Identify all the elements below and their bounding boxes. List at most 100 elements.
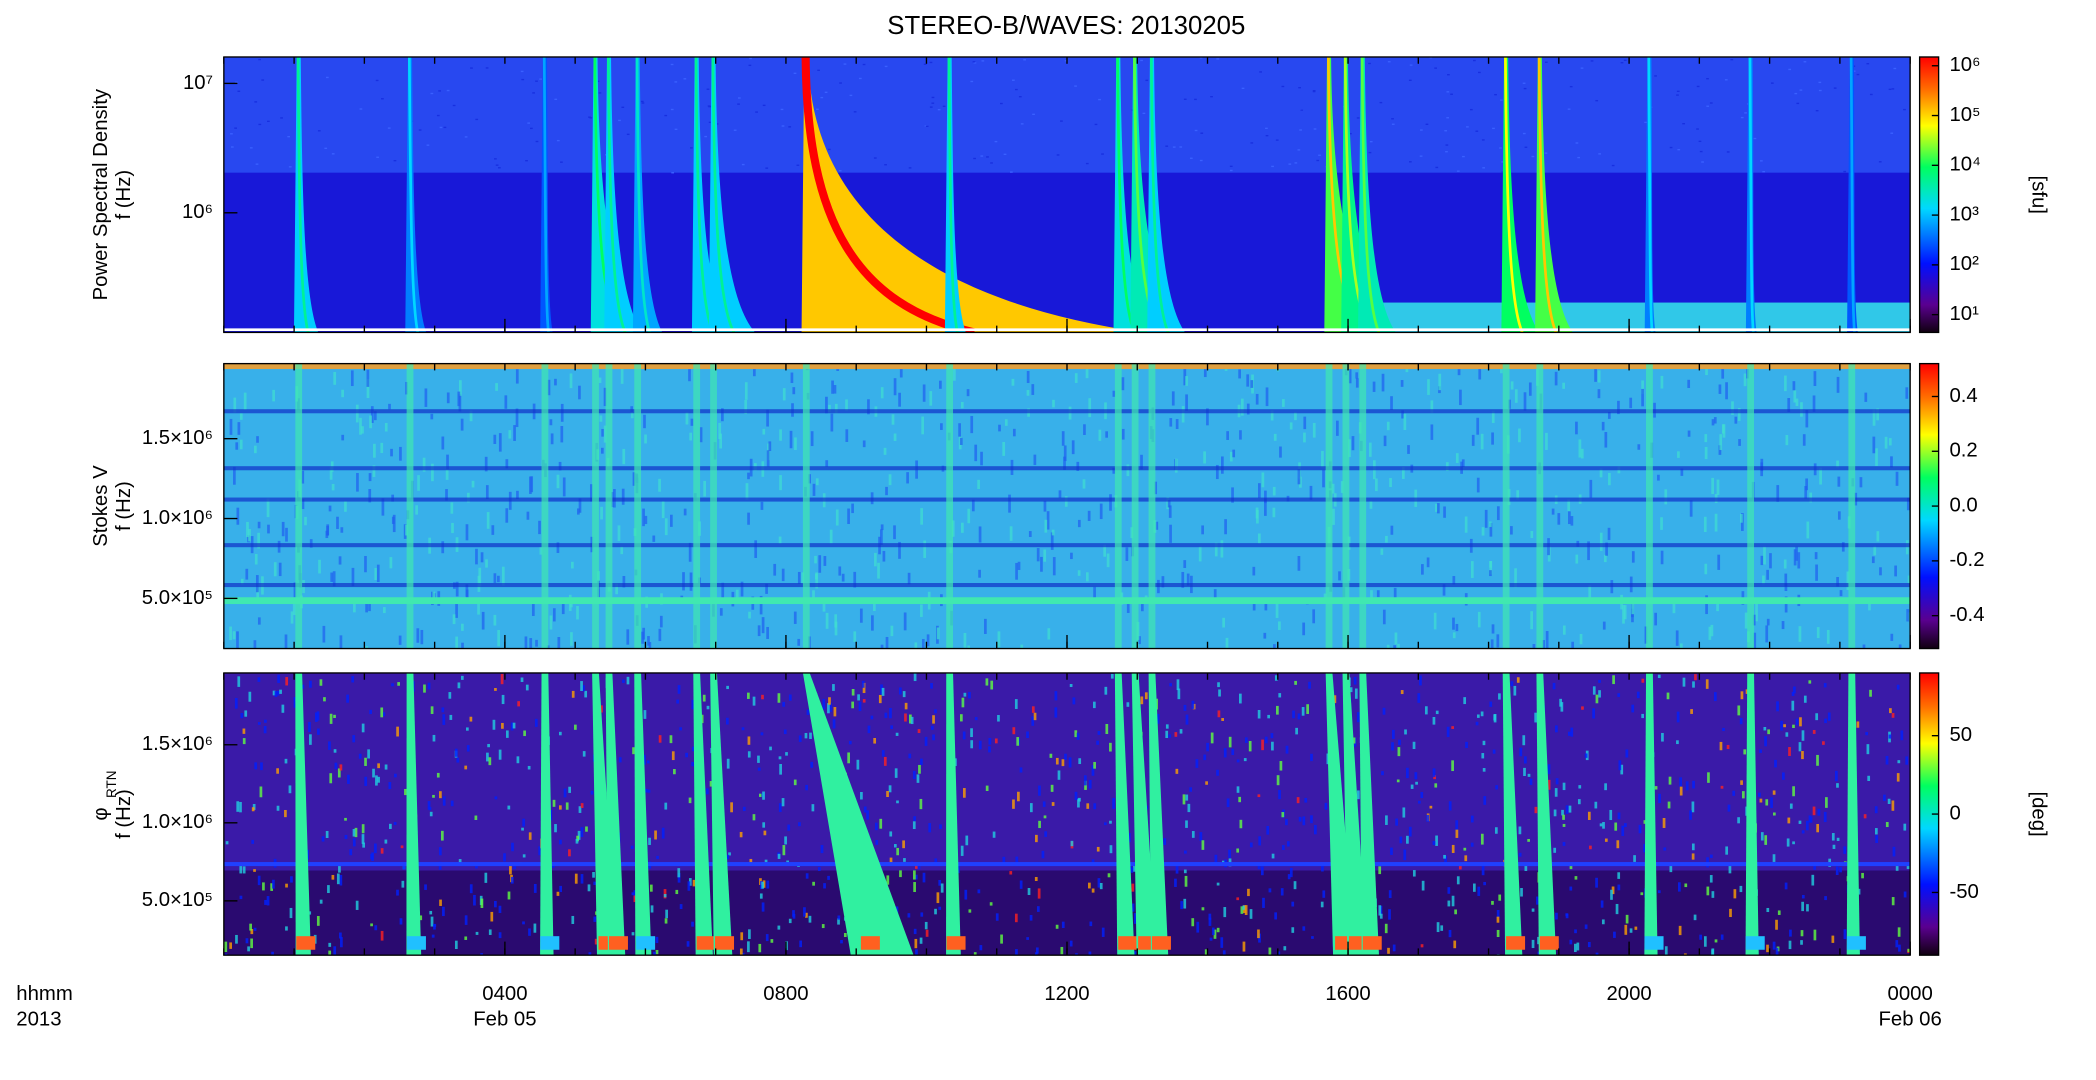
noise — [978, 569, 981, 578]
noise — [574, 724, 577, 730]
noise — [455, 636, 459, 649]
noise — [1200, 132, 1204, 134]
noise — [1638, 824, 1642, 834]
noise — [1110, 673, 1114, 679]
noise — [1891, 88, 1895, 90]
noise — [1255, 507, 1259, 519]
noise — [1169, 418, 1173, 427]
noise — [1863, 814, 1867, 819]
noise — [960, 401, 964, 409]
noise — [1077, 570, 1081, 576]
noise — [759, 893, 763, 899]
noise — [237, 422, 241, 435]
noise — [1489, 570, 1492, 577]
noise — [1091, 888, 1095, 893]
noise — [1687, 379, 1691, 388]
noise — [1570, 727, 1574, 737]
noise — [494, 901, 497, 908]
noise — [677, 685, 681, 694]
noise — [1636, 691, 1640, 699]
noise — [475, 548, 478, 565]
noise — [1259, 71, 1262, 73]
noise — [1576, 942, 1580, 951]
noise — [1353, 676, 1357, 685]
noise — [1183, 898, 1187, 909]
noise — [1088, 398, 1092, 418]
noise — [851, 689, 855, 696]
noise — [1553, 809, 1557, 817]
noise — [801, 572, 805, 585]
noise — [589, 484, 593, 502]
noise — [1809, 816, 1813, 823]
noise — [486, 752, 489, 762]
noise — [229, 626, 232, 641]
noise — [532, 92, 535, 94]
noise — [1381, 771, 1384, 776]
noise — [676, 699, 680, 704]
noise — [1891, 713, 1895, 718]
noise — [1451, 760, 1454, 772]
noise — [1599, 468, 1603, 478]
noise — [1711, 891, 1715, 898]
noise — [236, 801, 240, 812]
noise — [1019, 767, 1023, 773]
noise — [358, 753, 362, 759]
noise — [430, 916, 434, 927]
noise — [538, 520, 541, 535]
noise — [1275, 139, 1279, 141]
noise — [1213, 589, 1217, 601]
noise — [1010, 171, 1013, 173]
burst — [946, 672, 961, 956]
noise — [1388, 909, 1391, 920]
noise — [1713, 417, 1717, 424]
noise — [445, 466, 449, 480]
noise — [1204, 949, 1208, 956]
noise — [682, 572, 685, 591]
noise — [924, 736, 928, 746]
noise — [1730, 58, 1734, 61]
colorbar — [1918, 56, 1940, 334]
noise — [1179, 729, 1183, 734]
noise — [1513, 685, 1517, 696]
noise — [964, 889, 968, 900]
noise — [601, 428, 605, 437]
noise — [1584, 753, 1588, 758]
colorbar-tick-label: 0.2 — [1949, 440, 1977, 462]
noise — [319, 679, 323, 686]
noise — [752, 814, 756, 821]
noise — [559, 885, 563, 893]
noise — [1273, 433, 1277, 441]
noise — [440, 830, 444, 841]
noise — [450, 800, 454, 807]
noise — [718, 422, 722, 440]
noise — [329, 466, 333, 480]
noise — [1762, 575, 1765, 585]
noise — [1418, 800, 1421, 804]
noise — [580, 874, 584, 884]
noise — [1182, 794, 1186, 805]
colorbar-tick-label: 10¹ — [1949, 303, 1979, 325]
noise — [669, 735, 673, 744]
noise — [1031, 706, 1035, 713]
noise — [426, 144, 430, 146]
noise — [1760, 160, 1763, 162]
noise — [1206, 408, 1209, 426]
noise — [1765, 625, 1769, 643]
noise — [1678, 882, 1681, 892]
noise — [1816, 754, 1819, 766]
noise — [1767, 729, 1770, 735]
colorbar-tick-label: 50 — [1949, 724, 1972, 746]
noise — [1008, 494, 1011, 513]
noise — [1054, 707, 1058, 718]
noise — [761, 881, 765, 889]
noise — [1288, 163, 1292, 165]
burst — [1745, 672, 1759, 956]
noise — [1806, 904, 1809, 912]
noise — [1217, 710, 1221, 718]
noise — [1209, 937, 1213, 941]
noise — [997, 715, 1000, 722]
noise — [1026, 731, 1029, 739]
noise — [1836, 783, 1839, 788]
noise — [1444, 855, 1447, 863]
noise — [429, 811, 433, 817]
